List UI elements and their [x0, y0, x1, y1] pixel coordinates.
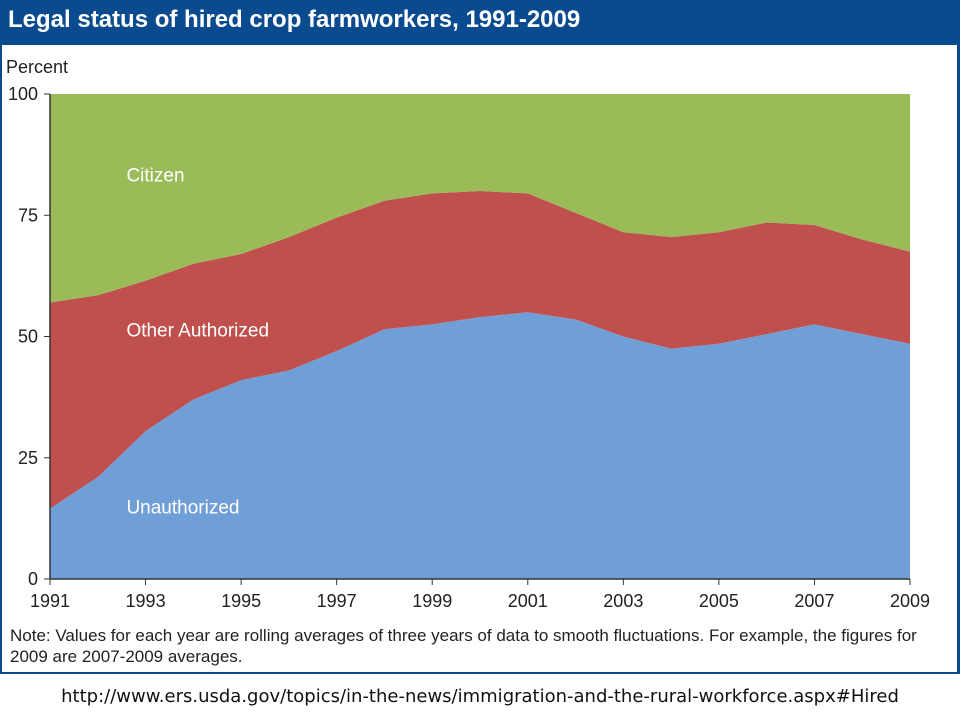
frame-border-right — [957, 45, 960, 673]
y-tick-label: 50 — [18, 327, 38, 347]
stacked-area-chart: 0 25 50 75 100 1991 1993 1995 1997 1999 2001 2003 20… — [6, 57, 930, 611]
area-unauthorized — [50, 312, 910, 579]
series-label-unauthorized: Unauthorized — [126, 498, 239, 519]
area-other-authorized — [50, 191, 910, 509]
footnote: Note: Values for each year are rolling a… — [10, 626, 917, 666]
x-tick-label: 1991 — [30, 591, 70, 611]
x-tick-label: 2003 — [603, 591, 643, 611]
series-label-other-authorized: Other Authorized — [126, 321, 269, 342]
area-citizen — [50, 94, 910, 303]
chart-title: Legal status of hired crop farmworkers, … — [8, 6, 581, 33]
x-tick-label: 2001 — [508, 591, 548, 611]
tick-labels: 0 25 50 75 100 1991 1993 1995 1997 1999 2001 2003 20… — [8, 84, 930, 611]
y-tick-label: 100 — [8, 84, 38, 104]
x-tick-label: 2005 — [699, 591, 739, 611]
series-label-citizen: Citizen — [126, 165, 184, 186]
x-tick-label: 2009 — [890, 591, 930, 611]
y-tick-label: 0 — [28, 569, 38, 589]
frame-border-bottom — [0, 672, 960, 674]
frame-border-left — [0, 45, 2, 673]
y-tick-label: 75 — [18, 205, 38, 225]
y-tick-label: 25 — [18, 448, 38, 468]
x-tick-label: 1999 — [412, 591, 452, 611]
x-tick-label: 2007 — [794, 591, 834, 611]
y-axis-title: Percent — [6, 57, 68, 77]
source-url: http://www.ers.usda.gov/topics/in-the-ne… — [61, 686, 899, 707]
x-tick-label: 1995 — [221, 591, 261, 611]
area-layers — [50, 94, 910, 579]
x-tick-label: 1993 — [126, 591, 166, 611]
x-tick-label: 1997 — [317, 591, 357, 611]
title-bar: Legal status of hired crop farmworkers, … — [0, 0, 960, 45]
series-labels: Citizen Other Authorized Unauthorized — [126, 165, 269, 518]
